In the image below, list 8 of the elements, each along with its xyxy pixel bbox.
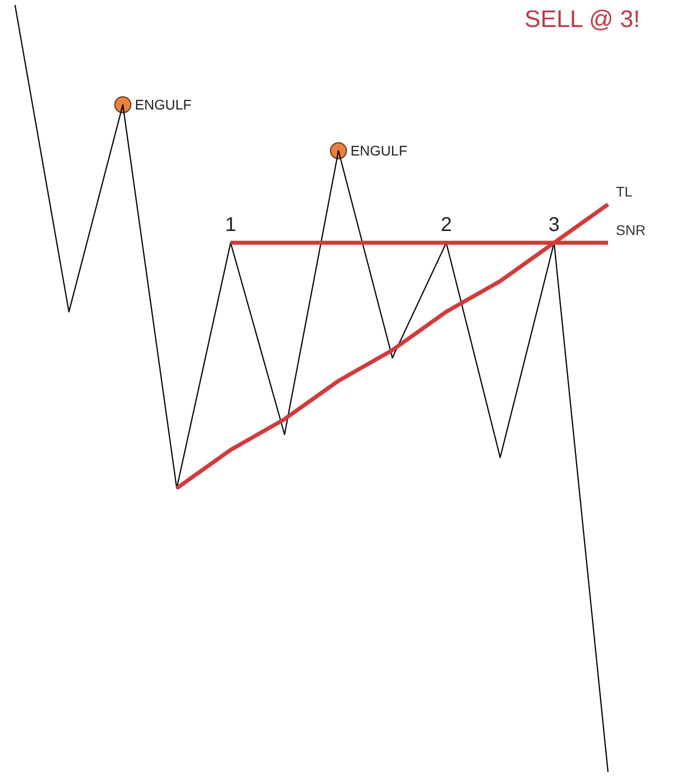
annotation: 2	[440, 214, 452, 236]
annotation: ENGULF	[350, 142, 408, 159]
series-label: TL	[616, 183, 633, 200]
annotation: 3	[548, 214, 560, 236]
chart-title: SELL @ 3!	[524, 6, 640, 34]
annotation: ENGULF	[134, 96, 192, 113]
annotation: 1	[225, 214, 236, 236]
series-label: SNR	[616, 222, 646, 238]
